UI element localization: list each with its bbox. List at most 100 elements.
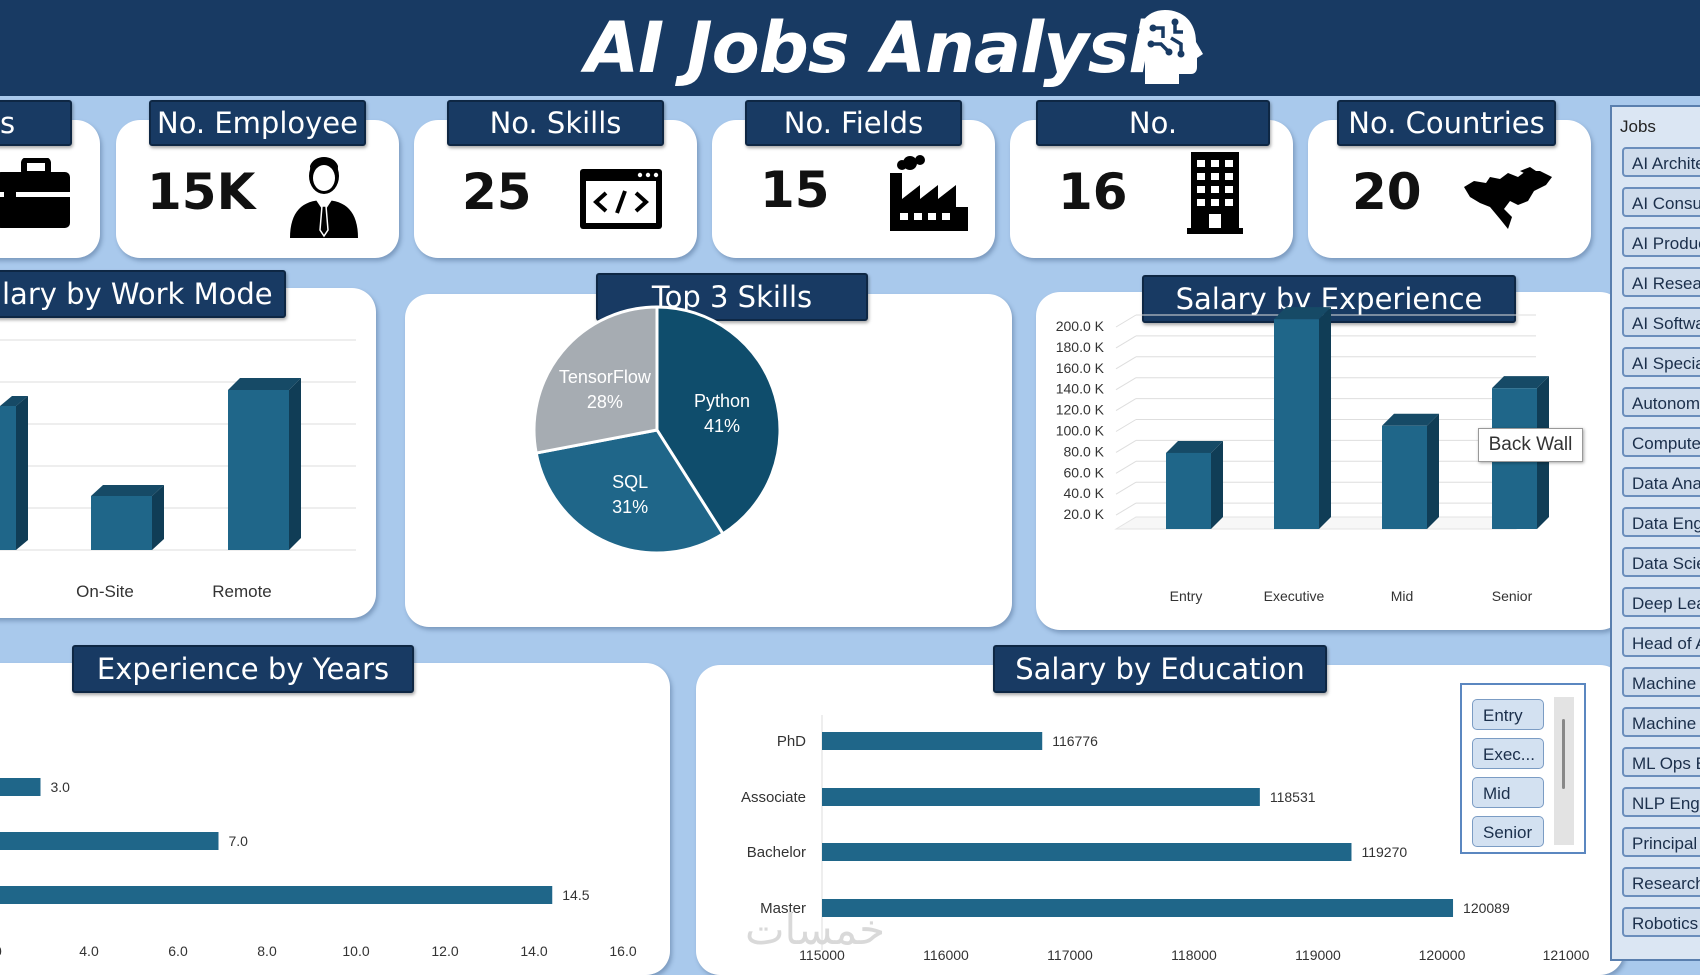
y-category-label: PhD xyxy=(777,733,806,750)
bar-value-label: 3.0 xyxy=(51,779,71,795)
x-tick-label: 4.0 xyxy=(79,943,99,959)
x-tick-label: 115000 xyxy=(799,947,845,963)
jobs-slicer-item[interactable]: Deep Learning xyxy=(1622,587,1700,617)
x-tick-label: 14.0 xyxy=(520,943,547,959)
y-tick-label: 200.0 K xyxy=(1056,318,1105,334)
employee-icon xyxy=(290,157,358,238)
jobs-slicer-item[interactable]: Computer xyxy=(1622,427,1700,457)
pie-slice-tensorflow xyxy=(532,305,659,455)
gridline xyxy=(1115,419,1137,432)
x-tick-label: 120000 xyxy=(1419,947,1466,963)
slicer-button-entry[interactable]: Entry xyxy=(1472,699,1544,730)
skills-pie-chart: Python 41% SQL 31% TensorFlow 28% xyxy=(532,305,782,555)
jobs-slicer-item[interactable]: Principal xyxy=(1622,827,1700,857)
jobs-slicer-header: Jobs xyxy=(1620,117,1656,136)
jobs-slicer-item[interactable]: Robotics xyxy=(1622,907,1700,937)
y-tick-label: 20.0 K xyxy=(1064,506,1105,522)
slicer-scroll-thumb[interactable] xyxy=(1562,719,1565,789)
y-tick-label: 100.0 K xyxy=(1056,423,1105,439)
slicer-button-executive[interactable]: Exec... xyxy=(1472,738,1544,769)
bar-value-label: 119270 xyxy=(1361,844,1407,860)
bar-top xyxy=(1492,376,1549,389)
bar-work-mode-hybrid xyxy=(0,396,28,550)
bar-value-label: 116776 xyxy=(1052,733,1098,749)
x-tick-label: 12.0 xyxy=(431,943,458,959)
bar-side xyxy=(1211,440,1223,529)
bar-experience xyxy=(1382,425,1427,529)
y-category-label: Bachelor xyxy=(747,844,806,861)
jobs-slicer-item[interactable]: AI Research xyxy=(1622,267,1700,297)
x-category-label: Executive xyxy=(1264,588,1325,604)
x-tick-label: 16.0 xyxy=(609,943,636,959)
y-tick-label: 120.0 K xyxy=(1056,402,1105,418)
jobs-slicer-item[interactable]: Data Analyst xyxy=(1622,467,1700,497)
bar-value-label: 7.0 xyxy=(229,833,249,849)
factory-icon xyxy=(890,155,968,231)
dashboard-title: AI Jobs Analysis xyxy=(585,7,1193,89)
jobs-slicer-item[interactable]: Autonomous xyxy=(1622,387,1700,417)
jobs-slicer-item[interactable]: Machine xyxy=(1622,667,1700,697)
education-salary-title: Salary by Education xyxy=(993,645,1327,693)
jobs-slicer-item[interactable]: ML Ops Engineer xyxy=(1622,747,1700,777)
pie-value-label: 31% xyxy=(612,497,648,517)
y-tick-label: 40.0 K xyxy=(1064,485,1105,501)
x-tick-label: 6.0 xyxy=(168,943,188,959)
briefcase-icon xyxy=(0,158,70,228)
bar-work-mode-remote xyxy=(228,378,301,550)
code-window-icon xyxy=(580,169,662,229)
experience-years-card xyxy=(0,663,670,975)
y-tick-label: 80.0 K xyxy=(1064,443,1105,459)
experience-level-slicer: Entry Exec... Mid Senior xyxy=(1460,683,1586,854)
jobs-slicer-item[interactable]: AI Architect xyxy=(1622,147,1700,177)
bar-education xyxy=(822,732,1043,750)
dashboard-header: AI Jobs Analysis xyxy=(0,0,1700,96)
jobs-slicer-item[interactable]: Head of AI xyxy=(1622,627,1700,657)
gridline xyxy=(1115,502,1137,516)
pie-value-label: 28% xyxy=(587,392,623,412)
jobs-slicer-item[interactable]: AI Software xyxy=(1622,307,1700,337)
gridline xyxy=(1115,439,1137,453)
x-tick-label: 117000 xyxy=(1047,947,1093,963)
experience-salary-chart: 20.0 K 40.0 K 60.0 K 80.0 K 100.0 K 120.0 K 14… xyxy=(1056,307,1549,604)
pie-label: Python xyxy=(694,391,750,411)
x-category-label: Entry xyxy=(1170,588,1203,604)
back-wall-tooltip: Back Wall xyxy=(1478,428,1583,462)
bar-value-label: 14.5 xyxy=(562,887,589,903)
jobs-slicer-item[interactable]: Machine xyxy=(1622,707,1700,737)
experience-years-chart: 3.0 7.0 14.5 .0 4.0 6.0 8.0 10.0 12.0 14.0 16.0 xyxy=(0,778,637,959)
work-mode-chart: On-Site Remote xyxy=(0,339,356,601)
x-tick-label: 10.0 xyxy=(342,943,369,959)
work-mode-category-label: Remote xyxy=(212,582,272,601)
y-category-label: Master xyxy=(760,900,806,917)
x-category-label: Senior xyxy=(1492,588,1533,604)
bar-experience xyxy=(1274,319,1319,529)
kpi-label-companies: No. xyxy=(1036,100,1270,146)
x-tick-label: 119000 xyxy=(1295,947,1341,963)
pie-label: TensorFlow xyxy=(559,367,652,387)
kpi-value-skills: 25 xyxy=(462,163,532,221)
slicer-button-senior[interactable]: Senior xyxy=(1472,816,1544,847)
pie-label: SQL xyxy=(612,472,648,492)
bar-experience-years xyxy=(0,886,553,904)
y-tick-label: 180.0 K xyxy=(1056,339,1105,355)
gridline xyxy=(1115,377,1137,391)
jobs-slicer-item[interactable]: Data Engineer xyxy=(1622,507,1700,537)
work-mode-card xyxy=(0,288,376,618)
bar-value-label: 120089 xyxy=(1463,900,1510,916)
jobs-slicer: Jobs AI Architect AI Consultant AI Product… xyxy=(1610,105,1700,961)
jobs-slicer-item[interactable]: NLP Engineer xyxy=(1622,787,1700,817)
jobs-slicer-item[interactable]: AI Consultant xyxy=(1622,187,1700,217)
x-tick-label: 8.0 xyxy=(257,943,277,959)
bar-experience-years xyxy=(0,778,41,796)
jobs-slicer-item[interactable]: AI Product xyxy=(1622,227,1700,257)
bar-top xyxy=(1274,307,1331,320)
kpi-label-jobs: s xyxy=(0,100,72,146)
slicer-scrollbar[interactable] xyxy=(1554,697,1574,845)
bar-education xyxy=(822,788,1260,806)
jobs-slicer-item[interactable]: Research xyxy=(1622,867,1700,897)
jobs-slicer-item[interactable]: Data Scientist xyxy=(1622,547,1700,577)
kpi-label-employee: No. Employee xyxy=(149,100,366,146)
gridline xyxy=(1115,460,1137,474)
jobs-slicer-item[interactable]: AI Specialist xyxy=(1622,347,1700,377)
slicer-button-mid[interactable]: Mid xyxy=(1472,777,1544,808)
